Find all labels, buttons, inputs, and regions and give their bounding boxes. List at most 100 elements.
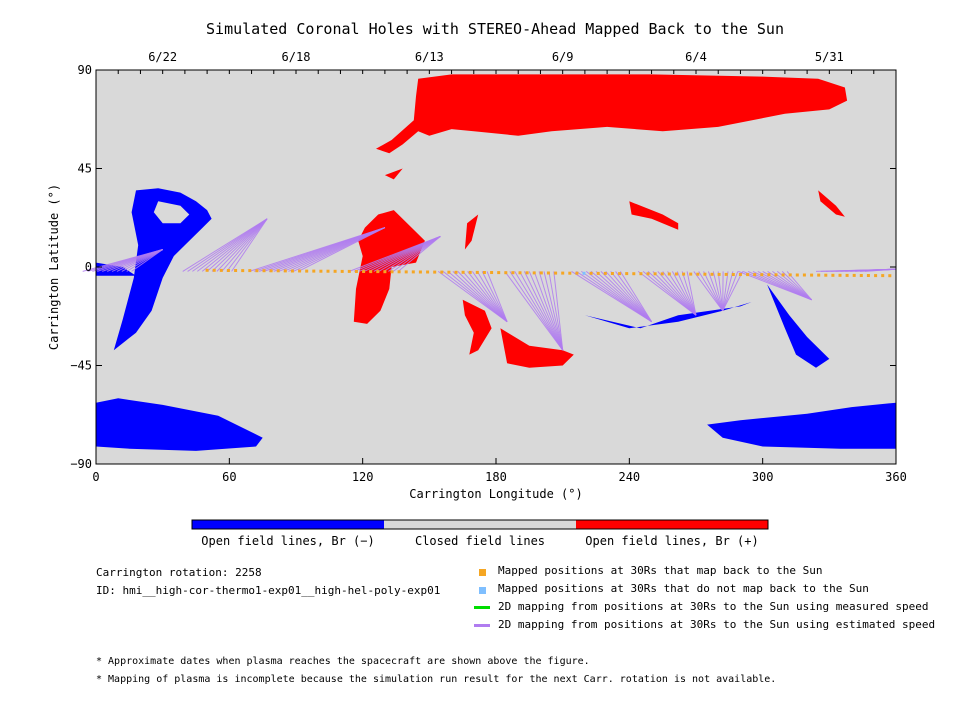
estimated-speed-line-7-6: [667, 271, 697, 316]
estimated-speed-line-6-6: [600, 271, 652, 323]
estimated-speed-line-4-5: [462, 271, 508, 323]
estimated-speed-line-9-7: [772, 270, 812, 301]
mapped-point-29: [411, 270, 415, 274]
mapped-point-37: [468, 270, 472, 274]
mapped-point-63: [653, 272, 657, 276]
colorbar-frame: [191, 519, 769, 530]
mapped-point-30: [418, 270, 422, 274]
mapped-point-11: [283, 269, 287, 273]
estimated-speed-line-7-5: [662, 271, 697, 316]
mapped-point-33: [440, 270, 444, 274]
colorbar-negative: [192, 520, 384, 529]
mapped-point-28: [404, 270, 408, 274]
y-tick-label-1: 45: [78, 162, 92, 176]
mapped-point-72: [717, 272, 721, 276]
mapped-point-2: [219, 268, 223, 272]
mapped-point-1: [212, 268, 216, 272]
coronal-hole-north-positive: [376, 74, 848, 154]
estimated-speed-line-4-1: [442, 271, 508, 323]
legend-label-measured: 2D mapping from positions at 30Rs to the…: [498, 600, 929, 613]
coronal-hole-positive-134: [384, 168, 403, 180]
estimated-speed-line-5-6: [533, 271, 564, 351]
estimated-speed-line-7-0: [637, 271, 697, 316]
estimated-speed-line-7-10: [686, 271, 697, 316]
mapped-point-68: [689, 272, 693, 276]
x-tick-label-4: 240: [618, 470, 640, 484]
mapped-point-87: [824, 273, 828, 277]
mapped-point-84: [802, 273, 806, 277]
mapped-point-48: [546, 271, 550, 275]
mapped-point-52: [575, 271, 579, 275]
mapped-point-66: [674, 272, 678, 276]
x-axis-label: Carrington Longitude (°): [409, 487, 582, 501]
coronal-hole-positive-330: [818, 190, 845, 217]
legend-label-estimated: 2D mapping from positions at 30Rs to the…: [498, 618, 936, 631]
mapped-point-42: [504, 271, 508, 275]
mapped-point-36: [461, 270, 465, 274]
mapped-point-51: [568, 271, 572, 275]
mapped-point-41: [497, 271, 501, 275]
estimated-speed-line-8-4: [712, 271, 724, 311]
estimated-speed-line-1-10: [231, 218, 268, 272]
estimated-speed-line-8-3: [707, 271, 724, 311]
mapped-point-24: [376, 270, 380, 274]
estimated-speed-line-8-10: [722, 271, 744, 312]
carrington-rotation: Carrington rotation: 2258: [96, 566, 262, 579]
mapped-point-34: [447, 270, 451, 274]
mapped-point-86: [817, 273, 821, 277]
mapped-point-91: [852, 273, 856, 277]
coronal-hole-negative-20: [113, 188, 212, 351]
estimated-speed-line-1-6: [211, 218, 268, 272]
y-tick-label-0: 90: [78, 63, 92, 77]
mapped-point-46: [532, 271, 536, 275]
mapped-point-15: [312, 269, 316, 273]
plot-area: 0 60 120 180 240 300 360 90 45 0 −45 −90 6/22 6/18 6/1…: [47, 50, 907, 530]
mapped-point-17: [326, 269, 330, 273]
mapped-point-92: [859, 274, 863, 277]
mapped-point-88: [831, 273, 835, 277]
colorbar-label-closed: Closed field lines: [414, 534, 546, 548]
mapped-point-9: [269, 269, 273, 273]
estimated-speed-line-5-9: [548, 271, 564, 351]
mapped-point-38: [475, 270, 479, 274]
estimated-speed-line-3-10: [397, 236, 441, 272]
estimated-speed-line-7-9: [681, 271, 697, 316]
estimated-speed-line-8-5: [717, 271, 724, 311]
estimated-speed-line-6-9: [615, 271, 653, 322]
estimated-speed-line-5-4: [523, 271, 564, 351]
top-date-label-4: 6/4: [685, 50, 707, 64]
coronal-hole-negative-260: [584, 302, 752, 329]
mapped-point-21: [354, 270, 358, 273]
mapped-point-94: [874, 274, 878, 278]
colorbar-closed: [384, 520, 576, 529]
mapped-point-90: [845, 273, 849, 277]
mapped-point-85: [810, 273, 814, 277]
run-id: ID: hmi__high-cor-thermo1-exp01__high-he…: [96, 584, 441, 597]
mapped-point-80: [774, 273, 778, 277]
top-date-label-0: 6/22: [148, 50, 177, 64]
estimated-speed-line-4-10: [486, 271, 508, 322]
colorbar-positive: [576, 520, 768, 529]
coronal-hole-positive-120: [353, 210, 425, 324]
coronal-hole-negative-315: [767, 284, 830, 368]
mapped-point-64: [660, 272, 664, 276]
coronal-hole-south-negative-right: [707, 402, 896, 449]
estimated-speed-line-8-2: [703, 271, 724, 312]
estimated-speed-line-3-9: [393, 235, 441, 272]
legend-swatch-unmapped: [479, 587, 486, 594]
top-date-label-3: 6/9: [552, 50, 574, 64]
mapped-point-57: [610, 272, 614, 275]
mapped-point-47: [539, 271, 543, 275]
mapped-point-10: [276, 269, 280, 273]
mapped-point-18: [333, 269, 337, 273]
mapped-point-5: [241, 269, 245, 273]
mapped-point-70: [703, 272, 707, 276]
estimated-speed-line-5-3: [519, 271, 564, 351]
estimated-speed-line-8-1: [698, 271, 724, 312]
mapped-point-71: [710, 272, 714, 276]
mapped-point-96: [888, 274, 892, 278]
mapped-point-49: [554, 271, 558, 275]
chart-title: Simulated Coronal Holes with STEREO-Ahea…: [206, 20, 784, 38]
estimated-speed-line-1-5: [206, 218, 268, 272]
mapped-point-78: [760, 273, 764, 277]
